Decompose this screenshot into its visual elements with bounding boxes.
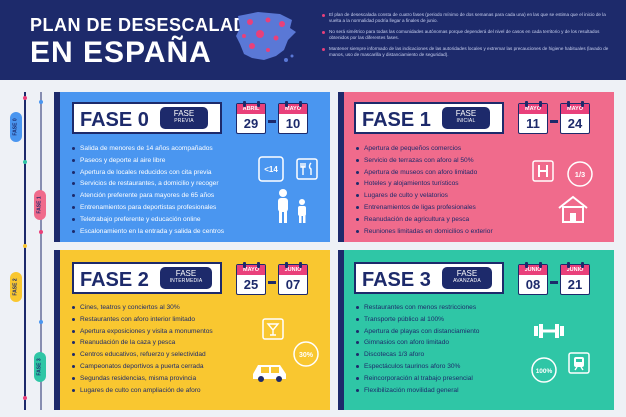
start-date: MAYO 11 [518,101,548,134]
timeline-dot [39,320,43,324]
timeline-dot [23,160,27,164]
list-item: Flexibilización movilidad general [356,385,479,397]
phase-badge: FASE PREVIA [160,107,208,129]
list-item: Restaurantes con menos restricciones [356,302,479,314]
start-date: JUNIO 08 [518,262,548,295]
phase-title: FASE 3 [362,269,431,291]
train-icon [568,352,590,374]
list-item: Hoteles y alojamientos turísticos [356,178,493,190]
phase-list: Cines, teatros y conciertos al 30% Resta… [72,302,213,396]
list-item: Reincorporación al trabajo presencial [356,373,479,385]
svg-text:<14: <14 [264,165,278,174]
start-date: MAYO 25 [236,262,266,295]
date-dash [268,281,276,284]
list-item: Salida de menores de 14 años acompañados [72,143,224,155]
list-item: Lugares de culto y velatorios [356,190,493,202]
title-line-2: EN ESPAÑA [30,36,212,69]
age-limit-icon: <14 [258,156,284,182]
drink-icon [262,318,284,340]
list-item: Gimnasios con aforo limitado [356,337,479,349]
car-icon [253,365,286,382]
list-item: Apertura de playas con distanciamiento [356,326,479,338]
home-icon [558,195,588,223]
timeline-dot [23,96,27,100]
date-dash [550,281,558,284]
list-item: Cines, teatros y conciertos al 30% [72,302,213,314]
list-item: Atención preferente para mayores de 65 a… [72,190,224,202]
timeline-dot [23,244,27,248]
list-item: Apertura exposiciones y visita a monumen… [72,326,213,338]
list-item: Transporte público al 100% [356,314,479,326]
spain-map-icon [236,12,296,62]
timeline-line-secondary [40,92,42,410]
end-date: JUNIO 21 [560,262,590,295]
timeline-tag-fase-1: FASE 1 [34,190,46,220]
phase-list: Apertura de pequeños comercios Servicio … [356,143,493,237]
end-date: MAYO 10 [278,101,308,134]
list-item: Entrenamientos de ligas profesionales [356,202,493,214]
timeline-dot [39,230,43,234]
family-icon [278,189,306,223]
end-date: JUNIO 07 [278,262,308,295]
list-item: Entrenamientos para deportistas profesio… [72,202,224,214]
svg-text:1/3: 1/3 [575,170,585,179]
phase-badge: FASE INICIAL [442,107,490,129]
header-bullets: El plan de desescalada consta de cuatro … [322,12,618,63]
dumbbell-icon [534,324,564,338]
list-item: Centros educativos, refuerzo y selectivi… [72,349,213,361]
phase-badge: FASE AVANZADA [442,267,492,289]
phase-title: FASE 1 [362,109,431,131]
header-bullet: No será simétrico para todas las comunid… [322,29,618,41]
list-item: Reanudación de la caza y pesca [72,337,213,349]
svg-text:100%: 100% [536,368,553,375]
list-item: Escalonamiento en la entrada y salida de… [72,226,224,238]
start-date: ABRIL 29 [236,101,266,134]
capacity-30-icon: 30% [293,341,319,367]
header-bullet: El plan de desescalada consta de cuatro … [322,12,618,24]
svg-text:30%: 30% [299,352,314,359]
restaurant-icon [296,158,318,180]
phase-title: FASE 0 [80,109,149,131]
list-item: Lugares de culto con ampliación de aforo [72,385,213,397]
phase-badge: FASE INTERMEDIA [160,267,212,289]
timeline-line [24,92,26,410]
header: PLAN DE DESESCALADA EN ESPAÑA El plan de… [0,0,626,80]
date-dash [550,120,558,123]
list-item: Servicios de restaurantes, a domicilio y… [72,178,224,190]
list-item: Reuniones limitadas en domicilios o exte… [356,226,493,238]
phase-list: Restaurantes con menos restricciones Tra… [356,302,479,396]
end-date: MAYO 24 [560,101,590,134]
hotel-icon [532,160,554,182]
header-bullet: Mantener siempre informado de las indica… [322,46,618,58]
list-item: Servicio de terrazas con aforo al 50% [356,155,493,167]
list-item: Apertura de pequeños comercios [356,143,493,155]
timeline-tag-fase-2: FASE 2 [10,272,22,302]
list-item: Apertura de museos con aforo limitado [356,167,493,179]
capacity-third-icon: 1/3 [567,161,593,187]
list-item: Espectáculos taurinos aforo 30% [356,361,479,373]
phase-title: FASE 2 [80,269,149,291]
list-item: Reanudación de agricultura y pesca [356,214,493,226]
timeline-tag-fase-3: FASE 3 [34,352,46,382]
list-item: Segundas residencias, misma provincia [72,373,213,385]
list-item: Apertura de locales reducidos con cita p… [72,167,224,179]
list-item: Teletrabajo preferente y educación onlin… [72,214,224,226]
list-item: Paseos y deporte al aire libre [72,155,224,167]
capacity-100-icon: 100% [531,357,557,383]
phase-list: Salida de menores de 14 años acompañados… [72,143,224,237]
title-line-1: PLAN DE DESESCALADA [30,15,261,35]
list-item: Restaurantes con aforo interior limitado [72,314,213,326]
date-dash [268,120,276,123]
list-item: Campeonatos deportivos a puerta cerrada [72,361,213,373]
timeline-dot [23,396,27,400]
timeline-dot [39,100,43,104]
timeline-tag-fase-0: FASE 0 [10,112,22,142]
list-item: Discotecas 1/3 aforo [356,349,479,361]
